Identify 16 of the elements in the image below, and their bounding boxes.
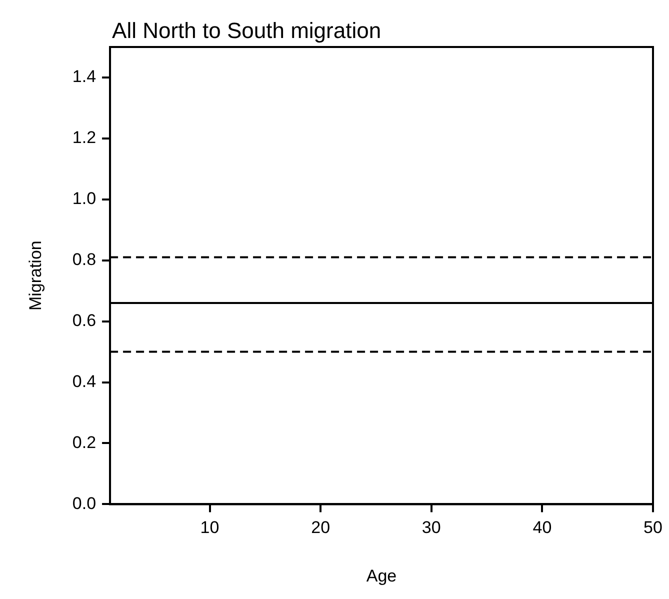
y-tick-label: 0.4 (72, 372, 96, 391)
x-tick-label: 50 (644, 518, 662, 538)
chart-title: All North to South migration (112, 18, 382, 44)
y-tick-label: 1.2 (72, 128, 96, 148)
y-tick-label: 0.8 (72, 250, 96, 270)
x-axis-title: Age (366, 566, 397, 586)
y-axis-title: Migration (26, 240, 45, 311)
x-tick-label: 30 (422, 518, 441, 538)
y-tick-label: 0.0 (72, 494, 96, 513)
y-tick-label: 1.0 (72, 189, 96, 208)
y-tick-label: 1.4 (72, 67, 96, 86)
x-tick-label: 20 (311, 518, 330, 538)
x-tick-label: 40 (532, 518, 552, 538)
x-tick-label: 10 (200, 518, 220, 538)
y-tick-label: 0.6 (72, 311, 96, 330)
y-tick-label: 0.2 (72, 432, 96, 452)
